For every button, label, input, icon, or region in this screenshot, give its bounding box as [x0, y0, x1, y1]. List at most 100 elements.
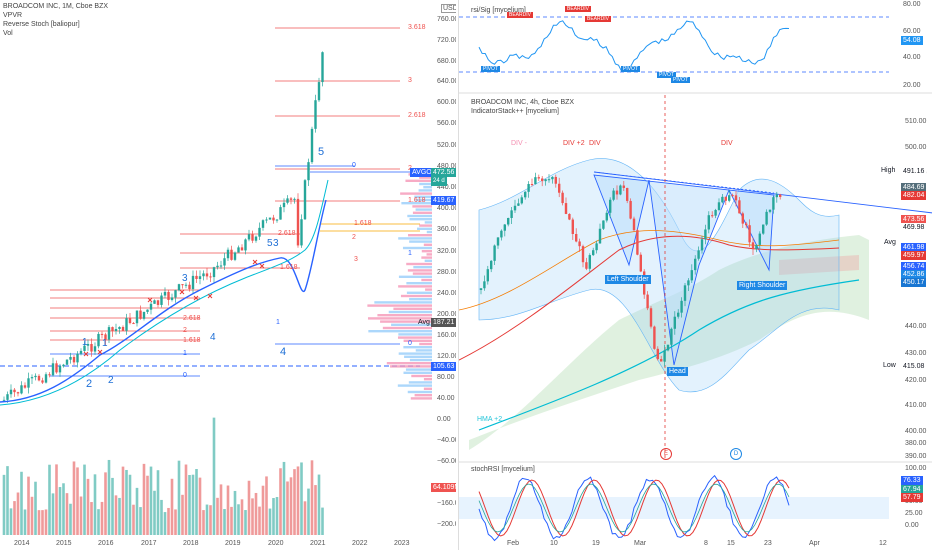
- left-legend-vpvr: VPVR: [3, 12, 23, 19]
- vpvr-bar: [405, 179, 432, 182]
- candle: [734, 191, 738, 207]
- candle: [230, 245, 233, 261]
- vpvr-bar: [374, 301, 432, 304]
- vpvr-bar: [423, 186, 432, 189]
- vpvr-bar: [424, 221, 432, 224]
- candle: [704, 224, 707, 245]
- vpvr-bar: [409, 218, 432, 221]
- candle: [581, 244, 585, 268]
- vpvr-bar: [419, 224, 432, 227]
- candle: [748, 219, 751, 248]
- volume-bar: [83, 464, 86, 535]
- vpvr-bar: [398, 237, 432, 240]
- volume-bar: [34, 481, 37, 535]
- candle: [561, 190, 564, 206]
- left-chart-canvas[interactable]: [0, 0, 456, 550]
- main-price-tick: 430.00: [905, 350, 927, 357]
- candle: [69, 352, 72, 364]
- vpvr-bar: [406, 282, 432, 285]
- candle: [58, 363, 62, 377]
- candle: [132, 322, 135, 325]
- candle: [90, 338, 93, 357]
- candle: [690, 264, 693, 283]
- candle: [745, 221, 748, 229]
- candle: [93, 342, 97, 355]
- candle: [731, 193, 734, 197]
- main-price-tick: 510.00: [905, 118, 927, 125]
- left-shoulder-label: Left Shoulder: [605, 275, 651, 284]
- left-monthly-chart[interactable]: BROADCOM INC, 1M, Cboe BZX VPVR Reverse …: [0, 0, 456, 550]
- candle: [191, 270, 195, 294]
- candle: [72, 355, 76, 366]
- vpvr-bar: [398, 333, 432, 336]
- div-label: DIV +2: [563, 140, 585, 147]
- candle: [585, 257, 588, 271]
- vpvr-bar: [409, 240, 432, 243]
- fib-label: 3: [354, 256, 358, 263]
- rsi-tick: 20.00: [903, 82, 921, 89]
- candle: [163, 287, 167, 299]
- head-label: Head: [667, 367, 688, 376]
- candle: [258, 222, 261, 241]
- candle: [198, 270, 202, 285]
- volume-bar: [30, 496, 34, 535]
- candle: [724, 196, 727, 206]
- price-tick: 560.00: [437, 120, 456, 127]
- candle: [2, 396, 6, 401]
- candle: [153, 299, 156, 304]
- candle: [237, 245, 240, 253]
- volume-bar: [258, 506, 261, 535]
- fib-label: 2.618: [408, 112, 426, 119]
- volume-bar: [261, 485, 265, 535]
- x-marker: [193, 295, 199, 301]
- candle: [571, 217, 574, 240]
- candle: [219, 260, 223, 269]
- time-tick: 2021: [310, 540, 326, 547]
- volume-bar: [181, 494, 184, 535]
- wave-label: 2: [108, 375, 114, 386]
- candle: [79, 348, 83, 356]
- volume-bar: [149, 466, 153, 535]
- candle: [765, 209, 768, 226]
- vpvr-bar: [397, 384, 432, 387]
- main-price-tick: 440.00: [905, 323, 927, 330]
- volume-bar: [153, 490, 156, 535]
- vpvr-bar: [390, 365, 432, 368]
- vpvr-bar: [407, 269, 432, 272]
- volume-bar: [97, 509, 100, 535]
- event-marker-e[interactable]: E: [660, 448, 672, 460]
- event-marker-d[interactable]: D: [730, 448, 742, 460]
- volume-bar: [121, 466, 125, 535]
- main-avg-label: Avg: [884, 239, 896, 246]
- price-tick: 600.00: [437, 99, 456, 106]
- volume-bar: [27, 476, 30, 535]
- candle: [493, 244, 496, 265]
- vpvr-bar: [414, 195, 432, 198]
- vpvr-bar: [407, 214, 432, 218]
- price-tick: 360.00: [437, 226, 456, 233]
- volume-bar: [135, 487, 139, 535]
- right-panes[interactable]: rsi/Sig [mycelium] BEARDIV BEARDIV BEARD…: [458, 0, 932, 550]
- stoch-line-3: [478, 483, 790, 533]
- volume-bar: [300, 462, 303, 535]
- vpvr-bar: [408, 381, 432, 384]
- volume-bar: [104, 472, 107, 535]
- candle: [100, 331, 104, 339]
- fib-label: 3: [408, 77, 412, 84]
- volume-bar: [62, 483, 65, 535]
- vpvr-bar: [412, 205, 432, 208]
- price-tick: 680.00: [437, 58, 456, 65]
- volume-bar: [265, 476, 268, 535]
- volume-bar: [251, 498, 254, 535]
- price-tick: 40.00: [437, 395, 455, 402]
- candle: [20, 381, 23, 395]
- candle: [649, 306, 653, 329]
- vpvr-bar: [368, 330, 432, 333]
- vpvr-bar: [367, 317, 432, 320]
- volume-bar: [142, 463, 146, 535]
- candle: [247, 229, 251, 242]
- candle: [503, 223, 506, 237]
- volume-bar: [219, 484, 223, 535]
- bear-marker: BEARDIV: [585, 16, 611, 22]
- candle: [680, 297, 683, 318]
